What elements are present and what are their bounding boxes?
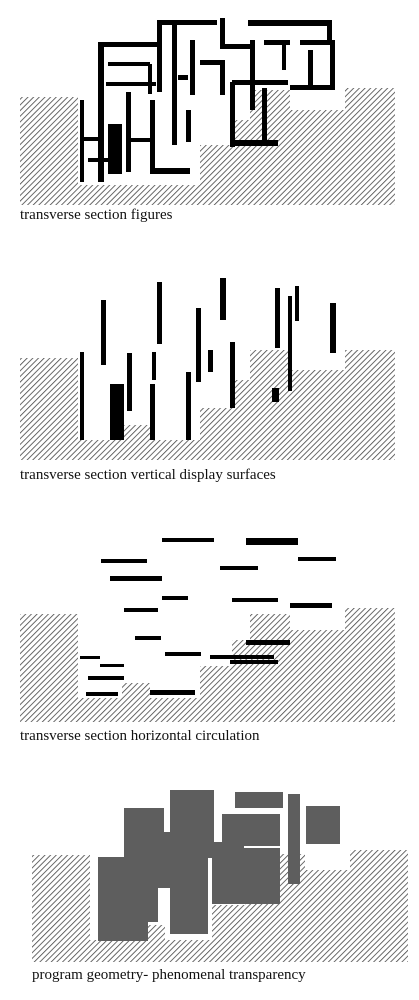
- circulation-slab: [165, 652, 201, 656]
- section-figures: [80, 18, 335, 182]
- figure-wall: [250, 40, 255, 110]
- panel-horizontal-circulation: [20, 538, 395, 722]
- figure-wall: [230, 82, 235, 147]
- ground-section-hatch: [20, 608, 395, 722]
- panel-program-geometry: [32, 790, 408, 962]
- circulation-slab: [290, 603, 332, 608]
- circulation-slab: [100, 664, 124, 667]
- ground-section-hatch: [20, 350, 395, 460]
- display-surface: [275, 288, 280, 348]
- figure-wall: [102, 42, 160, 47]
- ground-section-hatch: [20, 88, 395, 205]
- circulation-slab: [162, 538, 214, 542]
- program-block: [148, 880, 170, 888]
- circulation-slab: [101, 559, 147, 563]
- display-surface: [330, 303, 336, 353]
- figure-wall: [186, 110, 191, 142]
- circulation-slab: [230, 660, 278, 664]
- figure-wall: [88, 158, 118, 162]
- display-surface: [101, 300, 106, 365]
- circulation-slab: [298, 557, 336, 561]
- circulation-slab: [124, 608, 158, 612]
- display-surface: [80, 352, 84, 440]
- program-block: [306, 806, 340, 844]
- figure-wall: [300, 40, 335, 45]
- display-surface: [288, 296, 292, 391]
- program-block: [244, 848, 280, 904]
- display-surface: [208, 350, 213, 372]
- program-block: [288, 794, 300, 884]
- figure-wall: [262, 88, 267, 143]
- figure-wall: [220, 44, 255, 49]
- circulation-slab: [150, 690, 195, 695]
- caption-figures: transverse section figures: [20, 207, 173, 223]
- figure-wall: [200, 60, 225, 65]
- circulation-slab: [232, 598, 278, 602]
- program-block: [134, 886, 158, 922]
- program-block: [164, 832, 212, 858]
- display-surface: [157, 282, 162, 344]
- circulation-slabs: [80, 538, 336, 696]
- figure-wall: [126, 92, 131, 172]
- figure-wall: [80, 137, 98, 141]
- figure-wall: [172, 20, 177, 145]
- display-surface: [127, 353, 132, 411]
- program-block: [170, 856, 208, 934]
- display-surface: [186, 372, 191, 440]
- program-blocks: [98, 790, 340, 941]
- figure-wall: [150, 100, 155, 172]
- display-surface: [220, 278, 226, 320]
- figure-wall: [264, 40, 290, 45]
- ground-section-hatch: [32, 850, 408, 962]
- circulation-slab: [80, 656, 100, 659]
- figure-wall: [126, 138, 151, 142]
- circulation-slab: [135, 636, 161, 640]
- display-surface: [150, 384, 155, 440]
- figure-wall: [220, 18, 225, 48]
- circulation-slab: [86, 692, 118, 696]
- figure-wall: [327, 20, 332, 40]
- figure-wall: [330, 40, 335, 90]
- display-surface: [110, 384, 124, 440]
- figure-wall: [98, 42, 104, 182]
- display-surface: [230, 342, 235, 408]
- caption-vertical-display-surfaces: transverse section vertical display surf…: [20, 467, 276, 483]
- program-block: [222, 814, 280, 846]
- vertical-surfaces: [80, 278, 336, 440]
- figure-wall: [157, 22, 162, 92]
- panel-vertical-display: [20, 278, 395, 460]
- circulation-slab: [110, 576, 162, 581]
- program-block: [235, 792, 283, 808]
- figure-wall: [232, 80, 288, 85]
- figure-wall: [282, 40, 286, 70]
- figure-wall: [190, 40, 195, 95]
- circulation-slab: [220, 566, 258, 570]
- figure-wall: [308, 50, 313, 90]
- circulation-slab: [88, 676, 124, 680]
- caption-horizontal-circulation: transverse section horizontal circulatio…: [20, 728, 260, 744]
- figure-wall: [230, 140, 278, 146]
- figure-wall: [220, 60, 225, 95]
- display-surface: [295, 286, 299, 321]
- figure-wall: [157, 20, 217, 25]
- figure-wall: [80, 100, 84, 182]
- figure-wall: [178, 75, 188, 80]
- figure-wall: [148, 64, 152, 94]
- caption-program-geometry: program geometry- phenomenal transparenc…: [32, 967, 306, 983]
- circulation-slab: [246, 640, 290, 645]
- program-block: [212, 842, 244, 904]
- figure-wall: [150, 168, 190, 174]
- figure-wall: [248, 20, 332, 26]
- figure-wall: [106, 82, 156, 86]
- circulation-slab: [210, 655, 274, 659]
- display-surface: [152, 352, 156, 380]
- circulation-slab: [162, 596, 188, 600]
- panel-figures: [20, 18, 395, 205]
- circulation-slab: [246, 538, 298, 545]
- display-surface: [196, 308, 201, 382]
- display-surface: [272, 388, 279, 402]
- figure-wall: [108, 124, 122, 174]
- figure-wall: [108, 62, 150, 66]
